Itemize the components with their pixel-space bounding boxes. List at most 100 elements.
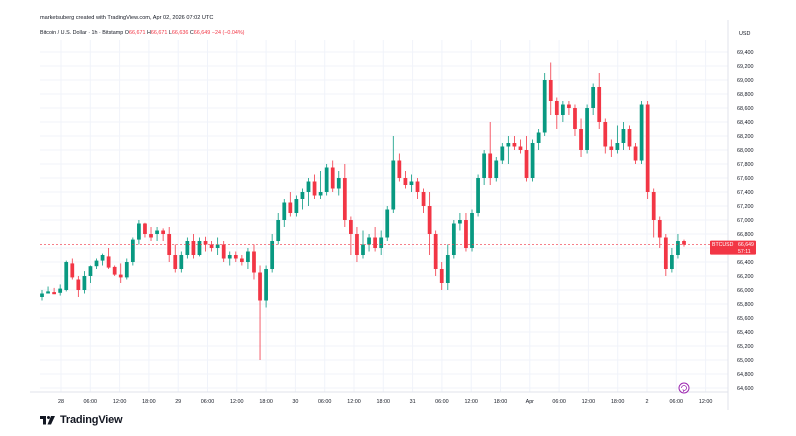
candle (591, 83, 596, 115)
candle (548, 62, 553, 115)
candle (264, 265, 268, 308)
candle-body-up (40, 293, 44, 297)
candle (118, 263, 123, 283)
tradingview-logo-icon (40, 416, 55, 425)
candle (82, 271, 87, 294)
x-tick-label: 29 (175, 399, 181, 405)
candle-body-up (264, 269, 268, 301)
candle (482, 150, 487, 185)
candle-body-down (233, 255, 238, 259)
candle (137, 220, 141, 245)
candle (494, 157, 499, 182)
candle-body-up (409, 181, 414, 185)
candle-body-up (676, 241, 680, 255)
candle-body-down (118, 274, 123, 278)
candle (197, 237, 202, 257)
candle (657, 216, 662, 248)
candle (173, 244, 178, 273)
candle-body-up (458, 220, 462, 224)
candle (64, 260, 69, 292)
candle-body-up (124, 262, 129, 278)
candle (651, 188, 656, 238)
y-tick-label: 67,200 (737, 204, 754, 210)
candle-body-up (367, 237, 371, 245)
candle (385, 206, 390, 241)
x-tick-label: 06:00 (84, 399, 98, 405)
candle (451, 220, 456, 259)
candle-body-down (573, 108, 577, 129)
x-tick-label: 18:00 (259, 399, 273, 405)
candle (179, 251, 184, 273)
candle-body-up (227, 255, 232, 259)
candle-body-up (391, 160, 396, 210)
candle (282, 199, 287, 227)
candle (312, 174, 317, 199)
candle-body-down (397, 160, 402, 178)
last-price-countdown: 57:11 (738, 249, 751, 255)
candle (633, 143, 638, 164)
candle-body-up (336, 178, 341, 189)
high-label: H (146, 30, 151, 36)
x-tick-label: 06:00 (670, 399, 684, 405)
candle-body-down (524, 150, 529, 178)
candle-body-up (560, 104, 565, 115)
low-value: 66,636 (171, 30, 189, 36)
candle (645, 101, 650, 199)
candle-body-down (609, 146, 614, 150)
candle (427, 192, 432, 255)
candle (609, 139, 614, 157)
candle (567, 101, 571, 115)
candle-body-up (82, 276, 87, 290)
candle (70, 258, 75, 280)
close-label: C (189, 30, 194, 36)
x-tick-label: 18:00 (142, 399, 156, 405)
created-by-label: marketsuberg created with TradingView.co… (40, 15, 214, 21)
candle-body-up (318, 192, 323, 196)
candle-body-down (143, 223, 147, 234)
candle (476, 174, 480, 217)
candle (76, 276, 81, 297)
candle-body-up (621, 129, 626, 143)
candle-body-up (197, 241, 202, 255)
candle-body-down (427, 206, 432, 234)
candle-body-down (554, 101, 559, 115)
last-price-symbol: BTCUSD (712, 242, 734, 248)
candle (518, 139, 523, 154)
candle-body-down (52, 292, 56, 295)
x-tick-label: 18:00 (377, 399, 391, 405)
candle-body-up (385, 209, 390, 238)
candle-body-down (651, 192, 656, 220)
candle-body-up (215, 244, 220, 248)
high-value: 66,671 (150, 30, 168, 36)
candle (367, 234, 371, 252)
candle (106, 248, 111, 269)
candle (215, 237, 220, 255)
candle-body-up (639, 104, 644, 161)
candle (379, 230, 384, 255)
candle (161, 228, 166, 241)
candle-body-down (627, 129, 632, 147)
candle-body-down (203, 241, 208, 245)
candle (573, 104, 577, 136)
candle-body-down (579, 129, 583, 150)
candle-body-down (149, 234, 153, 238)
x-tick-label: 06:00 (552, 399, 566, 405)
candle-body-up (591, 87, 596, 108)
candle (143, 222, 147, 238)
candle-body-down (512, 143, 517, 147)
candle-body-down (415, 181, 420, 192)
candle-body-down (161, 230, 166, 234)
candle (603, 118, 608, 154)
candle (663, 234, 668, 276)
candle (621, 122, 626, 150)
y-tick-label: 67,800 (737, 162, 754, 168)
candle (639, 101, 644, 164)
low-label: L (168, 30, 172, 36)
candle-body-up (585, 108, 589, 150)
candle-body-down (657, 220, 662, 238)
scroll-to-realtime-icon[interactable] (678, 382, 690, 394)
y-tick-label: 65,000 (737, 358, 754, 364)
candle (506, 136, 511, 164)
